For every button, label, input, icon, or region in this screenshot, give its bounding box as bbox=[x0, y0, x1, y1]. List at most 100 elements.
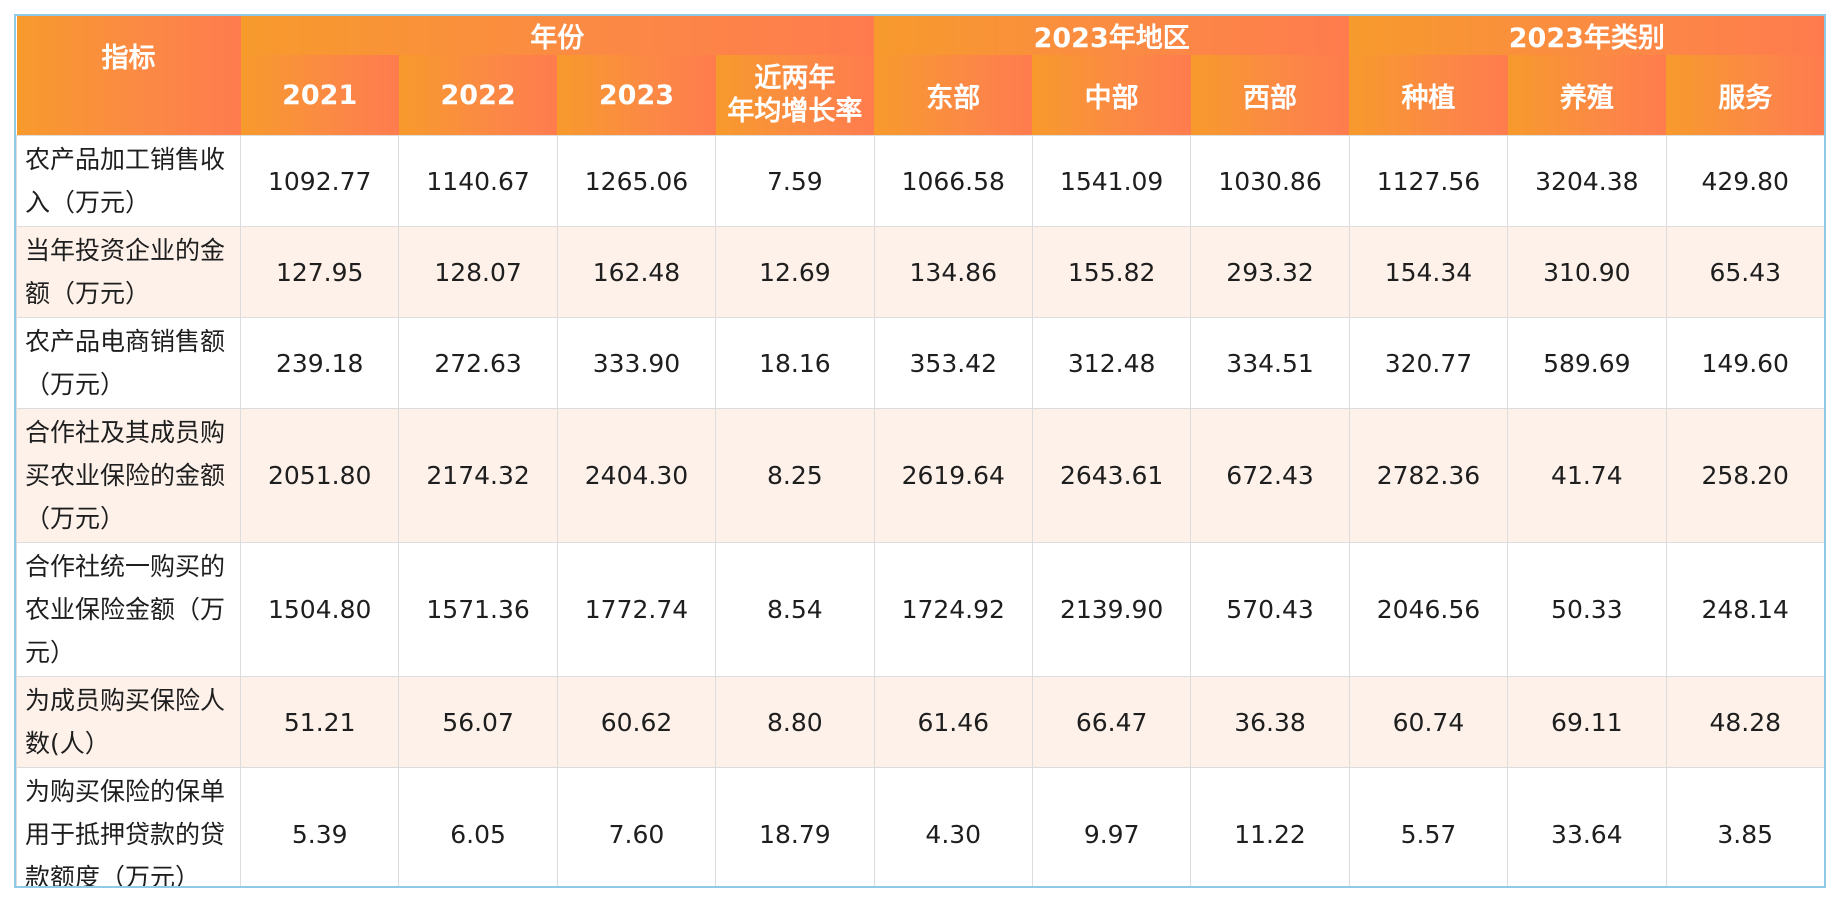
table-cell: 3204.38 bbox=[1507, 135, 1667, 227]
table-cell: 589.69 bbox=[1507, 317, 1667, 409]
table-cell: 1724.92 bbox=[873, 542, 1033, 677]
table-cell: 41.74 bbox=[1507, 408, 1667, 543]
table-cell: 293.32 bbox=[1190, 226, 1350, 318]
table-cell: 3.85 bbox=[1665, 767, 1824, 886]
table-cell: 155.82 bbox=[1031, 226, 1192, 318]
table-cell: 134.86 bbox=[873, 226, 1033, 318]
table-body: 农产品加工销售收入（万元） 1092.77 1140.67 1265.06 7.59 10… bbox=[16, 135, 1824, 886]
row-label: 农产品电商销售额（万元） bbox=[16, 317, 241, 409]
table-cell: 8.80 bbox=[715, 676, 875, 768]
column-header: 2022 bbox=[398, 55, 558, 136]
table-cell: 333.90 bbox=[556, 317, 717, 409]
table-cell: 2404.30 bbox=[556, 408, 717, 543]
table-cell: 334.51 bbox=[1190, 317, 1350, 409]
table-cell: 11.22 bbox=[1190, 767, 1350, 886]
table-row: 为成员购买保险人数(人） 51.21 56.07 60.62 8.80 61.46 66.4… bbox=[16, 676, 1824, 768]
table-cell: 60.74 bbox=[1348, 676, 1509, 768]
table-cell: 2619.64 bbox=[873, 408, 1033, 543]
column-header: 2021 bbox=[240, 55, 399, 136]
table-cell: 2782.36 bbox=[1348, 408, 1509, 543]
table-cell: 239.18 bbox=[239, 317, 400, 409]
table-cell: 162.48 bbox=[556, 226, 717, 318]
column-header: 养殖 bbox=[1507, 55, 1667, 136]
column-header: 东部 bbox=[874, 55, 1033, 136]
table-cell: 1571.36 bbox=[398, 542, 558, 677]
table-cell: 258.20 bbox=[1665, 408, 1824, 543]
data-table: 指标 年份 2023年地区 2023年类别 2021 2022 2023 近两年… bbox=[16, 16, 1824, 886]
table-cell: 36.38 bbox=[1190, 676, 1350, 768]
table-cell: 312.48 bbox=[1031, 317, 1192, 409]
table-cell: 5.57 bbox=[1348, 767, 1509, 886]
table-row: 合作社统一购买的农业保险金额（万元） 1504.80 1571.36 1772.74 8… bbox=[16, 542, 1824, 677]
table-cell: 1265.06 bbox=[556, 135, 717, 227]
table-cell: 320.77 bbox=[1348, 317, 1509, 409]
table-cell: 65.43 bbox=[1665, 226, 1824, 318]
table-cell: 4.30 bbox=[873, 767, 1033, 886]
table-cell: 66.47 bbox=[1031, 676, 1192, 768]
table-cell: 1504.80 bbox=[239, 542, 400, 677]
table-row: 农产品加工销售收入（万元） 1092.77 1140.67 1265.06 7.59 10… bbox=[16, 135, 1824, 227]
group-header-region: 2023年地区 bbox=[874, 16, 1350, 55]
table-cell: 2051.80 bbox=[239, 408, 400, 543]
column-header: 种植 bbox=[1349, 55, 1508, 136]
table-cell: 8.25 bbox=[715, 408, 875, 543]
table-cell: 149.60 bbox=[1665, 317, 1824, 409]
column-header: 中部 bbox=[1032, 55, 1191, 136]
group-header-category: 2023年类别 bbox=[1349, 16, 1824, 55]
table-cell: 69.11 bbox=[1507, 676, 1667, 768]
table-cell: 48.28 bbox=[1665, 676, 1824, 768]
table-cell: 56.07 bbox=[398, 676, 558, 768]
table-cell: 2139.90 bbox=[1031, 542, 1192, 677]
table-cell: 7.60 bbox=[556, 767, 717, 886]
table-cell: 353.42 bbox=[873, 317, 1033, 409]
table-cell: 2643.61 bbox=[1031, 408, 1192, 543]
table-cell: 1030.86 bbox=[1190, 135, 1350, 227]
table-cell: 127.95 bbox=[239, 226, 400, 318]
row-label: 当年投资企业的金额（万元） bbox=[16, 226, 241, 318]
table-cell: 8.54 bbox=[715, 542, 875, 677]
table-cell: 5.39 bbox=[239, 767, 400, 886]
table-cell: 1140.67 bbox=[398, 135, 558, 227]
table-cell: 50.33 bbox=[1507, 542, 1667, 677]
column-header: 服务 bbox=[1666, 55, 1824, 136]
column-header-growth-rate: 近两年 年均增长率 bbox=[715, 55, 875, 136]
group-header-year: 年份 bbox=[240, 16, 875, 55]
table-cell: 2174.32 bbox=[398, 408, 558, 543]
table-cell: 128.07 bbox=[398, 226, 558, 318]
table-cell: 672.43 bbox=[1190, 408, 1350, 543]
column-header: 西部 bbox=[1190, 55, 1350, 136]
table-row: 农产品电商销售额（万元） 239.18 272.63 333.90 18.16 353.4… bbox=[16, 317, 1824, 409]
table-cell: 12.69 bbox=[715, 226, 875, 318]
table-cell: 2046.56 bbox=[1348, 542, 1509, 677]
table-cell: 429.80 bbox=[1665, 135, 1824, 227]
column-header: 2023 bbox=[557, 55, 716, 136]
table-cell: 310.90 bbox=[1507, 226, 1667, 318]
table-header: 指标 年份 2023年地区 2023年类别 2021 2022 2023 近两年… bbox=[16, 16, 1824, 136]
table-cell: 1127.56 bbox=[1348, 135, 1509, 227]
row-label: 农产品加工销售收入（万元） bbox=[16, 135, 241, 227]
table-cell: 570.43 bbox=[1190, 542, 1350, 677]
row-label: 为购买保险的保单用于抵押贷款的贷款额度（万元） bbox=[16, 767, 241, 886]
table-row: 合作社及其成员购买农业保险的金额（万元） 2051.80 2174.32 2404.3… bbox=[16, 408, 1824, 543]
table-cell: 7.59 bbox=[715, 135, 875, 227]
indicator-header: 指标 bbox=[16, 16, 241, 136]
table-cell: 154.34 bbox=[1348, 226, 1509, 318]
table-row: 为购买保险的保单用于抵押贷款的贷款额度（万元） 5.39 6.05 7.60 18.79… bbox=[16, 767, 1824, 886]
table-cell: 1066.58 bbox=[873, 135, 1033, 227]
table-cell: 9.97 bbox=[1031, 767, 1192, 886]
table-cell: 51.21 bbox=[239, 676, 400, 768]
row-label: 合作社统一购买的农业保险金额（万元） bbox=[16, 542, 241, 677]
table-cell: 1772.74 bbox=[556, 542, 717, 677]
table-cell: 60.62 bbox=[556, 676, 717, 768]
table-cell: 1092.77 bbox=[239, 135, 400, 227]
table-cell: 248.14 bbox=[1665, 542, 1824, 677]
table-cell: 61.46 bbox=[873, 676, 1033, 768]
table-row: 当年投资企业的金额（万元） 127.95 128.07 162.48 12.69 134.… bbox=[16, 226, 1824, 318]
row-label: 合作社及其成员购买农业保险的金额（万元） bbox=[16, 408, 241, 543]
table-cell: 18.16 bbox=[715, 317, 875, 409]
table-cell: 1541.09 bbox=[1031, 135, 1192, 227]
table-cell: 6.05 bbox=[398, 767, 558, 886]
table-cell: 18.79 bbox=[715, 767, 875, 886]
table-cell: 272.63 bbox=[398, 317, 558, 409]
row-label: 为成员购买保险人数(人） bbox=[16, 676, 241, 768]
